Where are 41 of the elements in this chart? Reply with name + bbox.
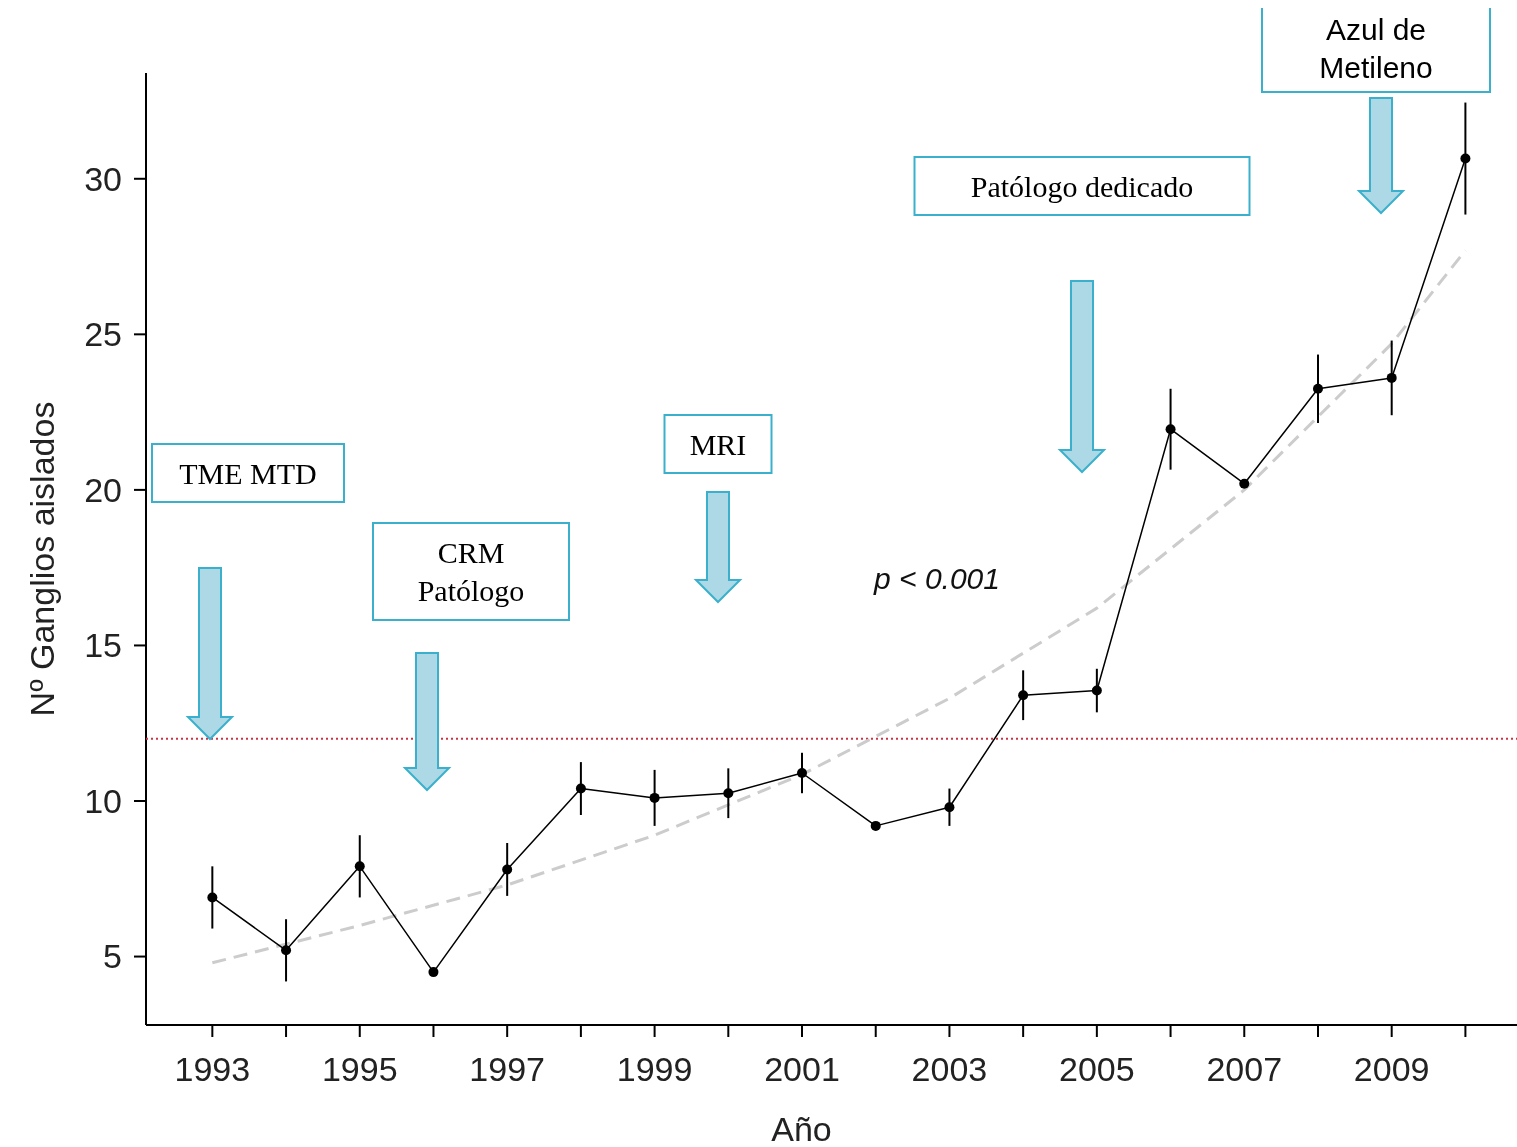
y-tick-label: 20 — [84, 470, 122, 509]
point — [1018, 690, 1029, 701]
point — [1460, 153, 1471, 164]
x-tick-label: 2003 — [911, 1050, 988, 1088]
point — [1386, 372, 1397, 383]
point — [281, 945, 292, 956]
y-tick-label: 5 — [103, 937, 122, 976]
point — [1091, 685, 1102, 696]
point — [502, 864, 513, 875]
annotation: CRM Patólogo — [417, 536, 525, 607]
x-tick-label: 2005 — [1059, 1050, 1135, 1088]
x-tick-label: 2001 — [764, 1050, 840, 1088]
y-tick-label: 15 — [84, 626, 122, 665]
annotation: MRI — [689, 427, 747, 461]
annotation: Patólogo dedicado — [970, 169, 1194, 203]
x-tick-label: 1995 — [321, 1050, 398, 1088]
point — [1312, 383, 1323, 394]
annotation: TME MTD — [179, 456, 317, 490]
annotation: p < 0.001 — [873, 561, 1000, 595]
point — [944, 802, 955, 813]
y-axis-title: Nº Ganglios aislados — [23, 401, 61, 717]
point — [797, 768, 808, 778]
x-tick-label: 1997 — [469, 1050, 545, 1088]
y-tick-label: 25 — [84, 315, 122, 354]
y-tick-label: 10 — [84, 781, 122, 820]
point — [354, 861, 365, 872]
x-axis-title: Año — [771, 1110, 832, 1147]
point — [1165, 424, 1176, 435]
x-tick-label: 2007 — [1206, 1050, 1283, 1088]
point — [1239, 478, 1250, 489]
point — [649, 792, 660, 803]
x-tick-label: 1999 — [616, 1050, 693, 1088]
x-tick-label: 1993 — [174, 1050, 251, 1088]
annotation: Azul de Metileno — [1319, 13, 1433, 84]
y-tick-label: 30 — [84, 159, 122, 198]
point — [575, 783, 586, 794]
point — [870, 820, 881, 831]
x-tick-label: 2009 — [1353, 1050, 1430, 1088]
point — [428, 967, 439, 978]
point — [723, 788, 734, 799]
point — [207, 892, 218, 903]
